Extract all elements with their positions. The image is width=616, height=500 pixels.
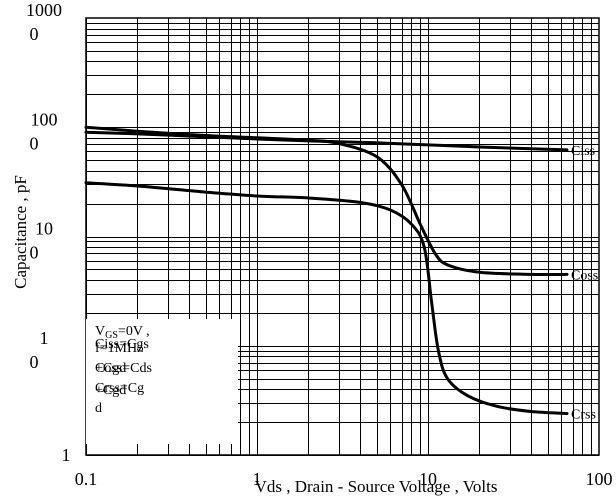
annotation-crss-eq: Crss=Cg [95, 381, 144, 396]
y-axis-title: Capacitance , pF [11, 175, 30, 289]
y-tick-label: 1 [62, 445, 71, 465]
y-tick-label-wrap: 0 [30, 352, 39, 372]
x-tick-labels: 0.1 1 10 100 [75, 469, 613, 489]
series-line-coss [84, 125, 569, 277]
y-tick-label: 1000 [26, 0, 62, 20]
annotation-coss-eq: Coss=Cds [95, 361, 152, 376]
y-tick-label: 10 [35, 219, 53, 239]
y-tick-label-wrap: 0 [30, 133, 39, 153]
x-tick-label: 1 [253, 469, 262, 489]
series-line-crss [84, 181, 569, 415]
annotation-ciss-eq-cont: +Cgd [95, 361, 126, 376]
chart-series: Ciss Coss Crss [84, 125, 598, 422]
y-tick-label: 1 [40, 328, 49, 348]
annotation-ciss-eq: Ciss=Cgs [95, 337, 149, 352]
x-tick-label: 10 [419, 469, 437, 489]
x-tick-label: 100 [586, 469, 613, 489]
x-axis-title: Vds , Drain - Source Voltage , Volts [255, 477, 498, 496]
y-tick-label: 100 [31, 109, 58, 129]
series-label-coss: Coss [571, 268, 598, 283]
annotation-condition: VGS=0V , [95, 324, 150, 341]
annotation-crss-eq-cont: d [95, 401, 102, 416]
series-label-ciss: Ciss [571, 144, 595, 159]
legend-box [86, 319, 238, 444]
annotation-frequency: f=1MHz [95, 341, 143, 356]
annotation-coss-eq-cont: +Cgd [95, 383, 126, 398]
x-tick-label: 0.1 [75, 469, 98, 489]
y-tick-label-wrap: 0 [30, 243, 39, 263]
series-label-crss: Crss [571, 407, 596, 422]
y-tick-label-wrap: 0 [30, 24, 39, 44]
